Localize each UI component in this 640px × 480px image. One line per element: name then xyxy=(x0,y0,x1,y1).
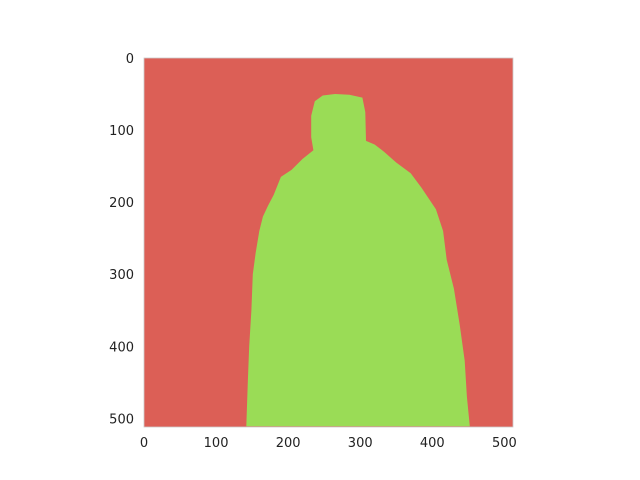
y-tick-label: 500 xyxy=(109,412,134,427)
y-tick-label: 400 xyxy=(109,340,134,355)
y-axis: 0 100 200 300 400 500 xyxy=(109,52,134,427)
x-tick-label: 200 xyxy=(276,436,301,451)
y-tick-label: 200 xyxy=(109,196,134,211)
x-tick-label: 100 xyxy=(204,436,229,451)
plot-area xyxy=(143,57,514,428)
y-tick-label: 100 xyxy=(109,124,134,139)
y-tick-label: 300 xyxy=(109,268,134,283)
foreground-region xyxy=(246,94,470,427)
x-tick-label: 400 xyxy=(420,436,445,451)
x-axis: 0 100 200 300 400 500 xyxy=(140,436,517,451)
axes-frame xyxy=(143,57,514,428)
x-tick-label: 500 xyxy=(492,436,517,451)
y-tick-label: 0 xyxy=(126,52,134,67)
x-tick-label: 300 xyxy=(348,436,373,451)
x-tick-label: 0 xyxy=(140,436,148,451)
